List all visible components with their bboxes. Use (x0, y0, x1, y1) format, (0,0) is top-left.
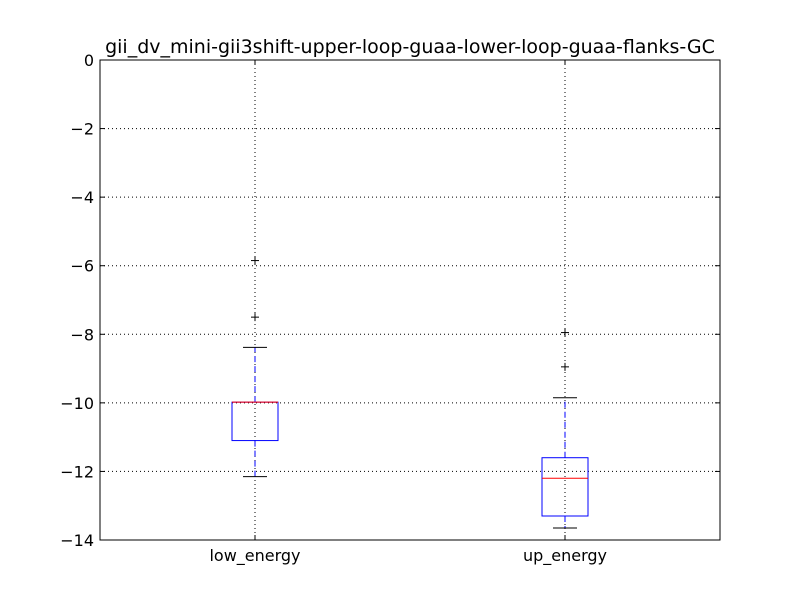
y-tick-label: −8 (70, 325, 94, 344)
chart-title: gii_dv_mini-gii3shift-upper-loop-guaa-lo… (105, 36, 715, 58)
y-tick-label: −6 (70, 257, 94, 276)
axes: 0 −2 −4 −6 −8 −10 −12 −14 low_energy up_energy (60, 51, 720, 566)
outlier-marker (561, 328, 569, 337)
outlier-marker (561, 362, 569, 371)
plot-data (231, 256, 589, 529)
box-up_energy (541, 328, 589, 529)
box-iqr (541, 457, 589, 517)
outlier-marker (251, 313, 259, 322)
y-tick-label: 0 (84, 51, 94, 70)
box-low_energy (231, 256, 279, 478)
plot-frame (100, 60, 720, 540)
y-tick-label: −4 (70, 188, 94, 207)
y-tick-label: −2 (70, 120, 94, 139)
outlier-marker (251, 256, 259, 265)
y-tick-label: −12 (60, 462, 94, 481)
y-tick-label: −10 (60, 394, 94, 413)
x-tick-label: up_energy (523, 546, 607, 566)
y-tick-label: −14 (60, 531, 94, 550)
grid-lines (100, 60, 720, 540)
x-tick-label: low_energy (209, 546, 300, 566)
plot-border (99, 59, 721, 541)
